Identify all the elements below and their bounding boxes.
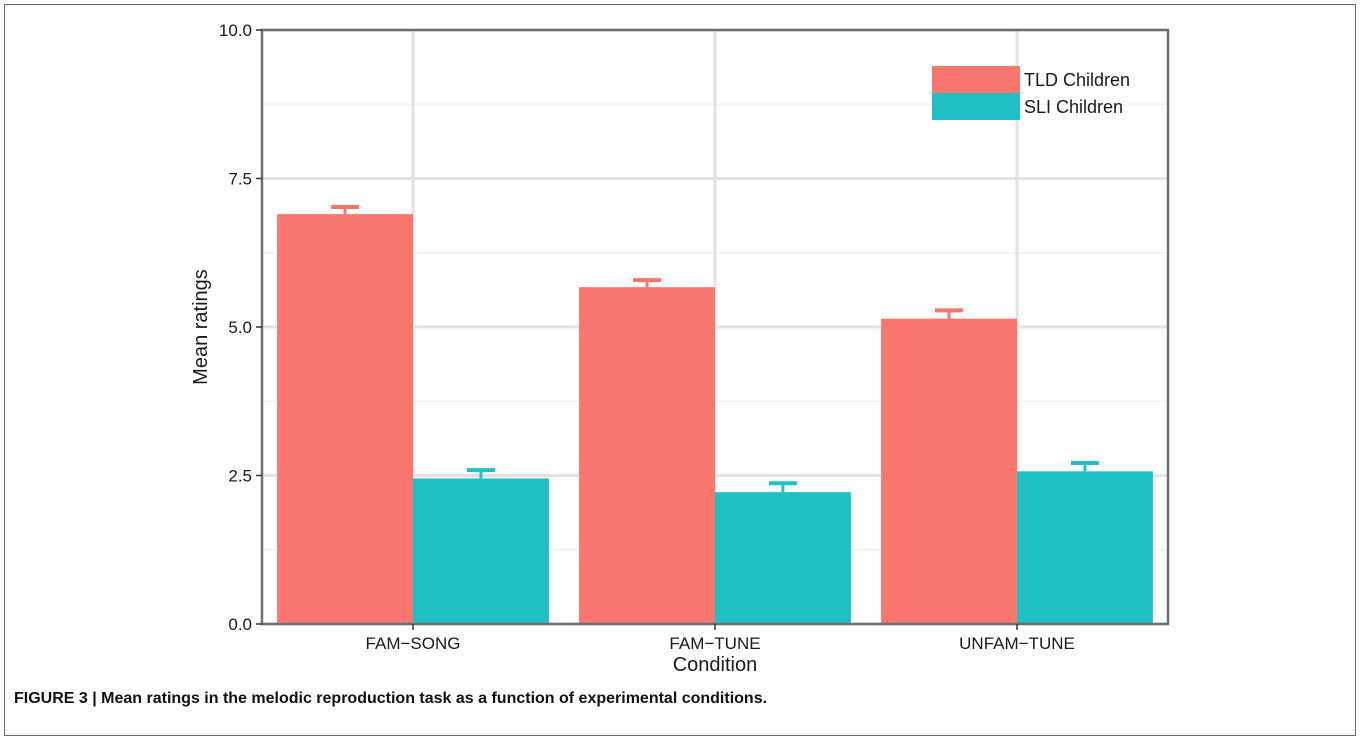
y-tick-label: 7.5	[228, 170, 252, 189]
x-axis-title: Condition	[673, 654, 758, 676]
y-axis-ticks: 0.0 2.5 5.0 7.5 10.0	[219, 21, 262, 634]
figure-caption: FIGURE 3 | Mean ratings in the melodic r…	[14, 690, 768, 707]
legend-swatch	[932, 93, 1020, 120]
x-tick-label: FAM−TUNE	[669, 634, 760, 653]
legend-label: TLD Children	[1024, 70, 1130, 90]
bar	[579, 287, 715, 624]
y-tick-label: 2.5	[228, 467, 252, 486]
y-tick-label: 10.0	[219, 21, 252, 40]
bar	[881, 318, 1017, 624]
x-tick-label: UNFAM−TUNE	[959, 634, 1075, 653]
errorbars-layer	[331, 205, 1099, 493]
legend: TLD Children SLI Children	[932, 66, 1130, 120]
bar	[1017, 471, 1153, 624]
legend-label: SLI Children	[1024, 97, 1123, 117]
legend-swatch	[932, 66, 1020, 93]
y-tick-label: 0.0	[228, 615, 252, 634]
bar	[413, 478, 549, 624]
y-tick-label: 5.0	[228, 318, 252, 337]
bars-layer	[277, 214, 1153, 624]
y-axis-title: Mean ratings	[190, 269, 212, 385]
bar	[715, 492, 851, 624]
bar	[277, 214, 413, 624]
x-tick-label: FAM−SONG	[366, 634, 461, 653]
x-axis-ticks: FAM−SONG FAM−TUNE UNFAM−TUNE	[366, 624, 1075, 653]
